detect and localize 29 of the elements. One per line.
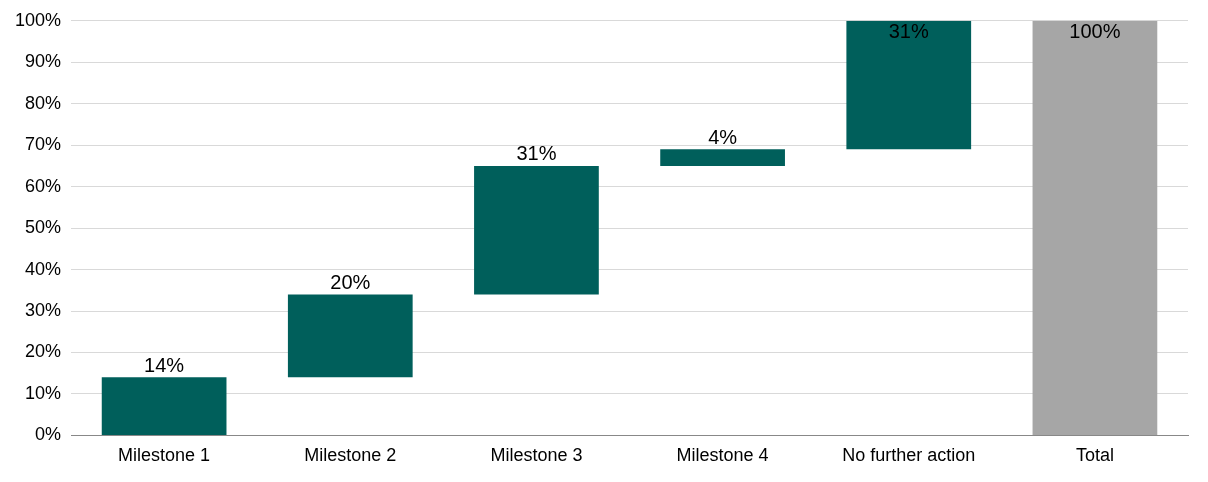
bar bbox=[1032, 20, 1158, 435]
y-tick-label: 70% bbox=[25, 134, 62, 155]
data-label: 14% bbox=[144, 353, 185, 376]
y-tick-label: 40% bbox=[25, 258, 62, 279]
bar bbox=[660, 149, 785, 166]
y-tick-label: 80% bbox=[25, 92, 62, 113]
x-tick-label: Total bbox=[1075, 445, 1114, 466]
x-tick-label: Milestone 4 bbox=[676, 445, 769, 466]
y-tick-label: 60% bbox=[25, 175, 62, 196]
x-tick-label: Milestone 1 bbox=[118, 445, 211, 466]
y-tick-label: 30% bbox=[25, 299, 62, 320]
x-tick-label: Milestone 2 bbox=[304, 445, 397, 466]
bar bbox=[846, 20, 972, 150]
y-tick-label: 0% bbox=[35, 424, 62, 445]
data-label: 31% bbox=[516, 142, 557, 165]
y-tick-label: 90% bbox=[25, 51, 62, 72]
y-tick-label: 20% bbox=[25, 341, 62, 362]
data-label: 20% bbox=[330, 270, 371, 293]
x-tick-label: Milestone 3 bbox=[490, 445, 583, 466]
data-label: 100% bbox=[1069, 20, 1121, 43]
data-label: 4% bbox=[708, 125, 738, 148]
x-tick-label: No further action bbox=[842, 445, 976, 466]
data-label: 31% bbox=[888, 20, 929, 43]
bar bbox=[287, 294, 413, 378]
bar bbox=[101, 377, 227, 435]
y-tick-label: 10% bbox=[25, 382, 62, 403]
y-tick-label: 50% bbox=[25, 217, 62, 238]
y-tick-label: 100% bbox=[14, 9, 62, 30]
bar bbox=[474, 165, 599, 295]
